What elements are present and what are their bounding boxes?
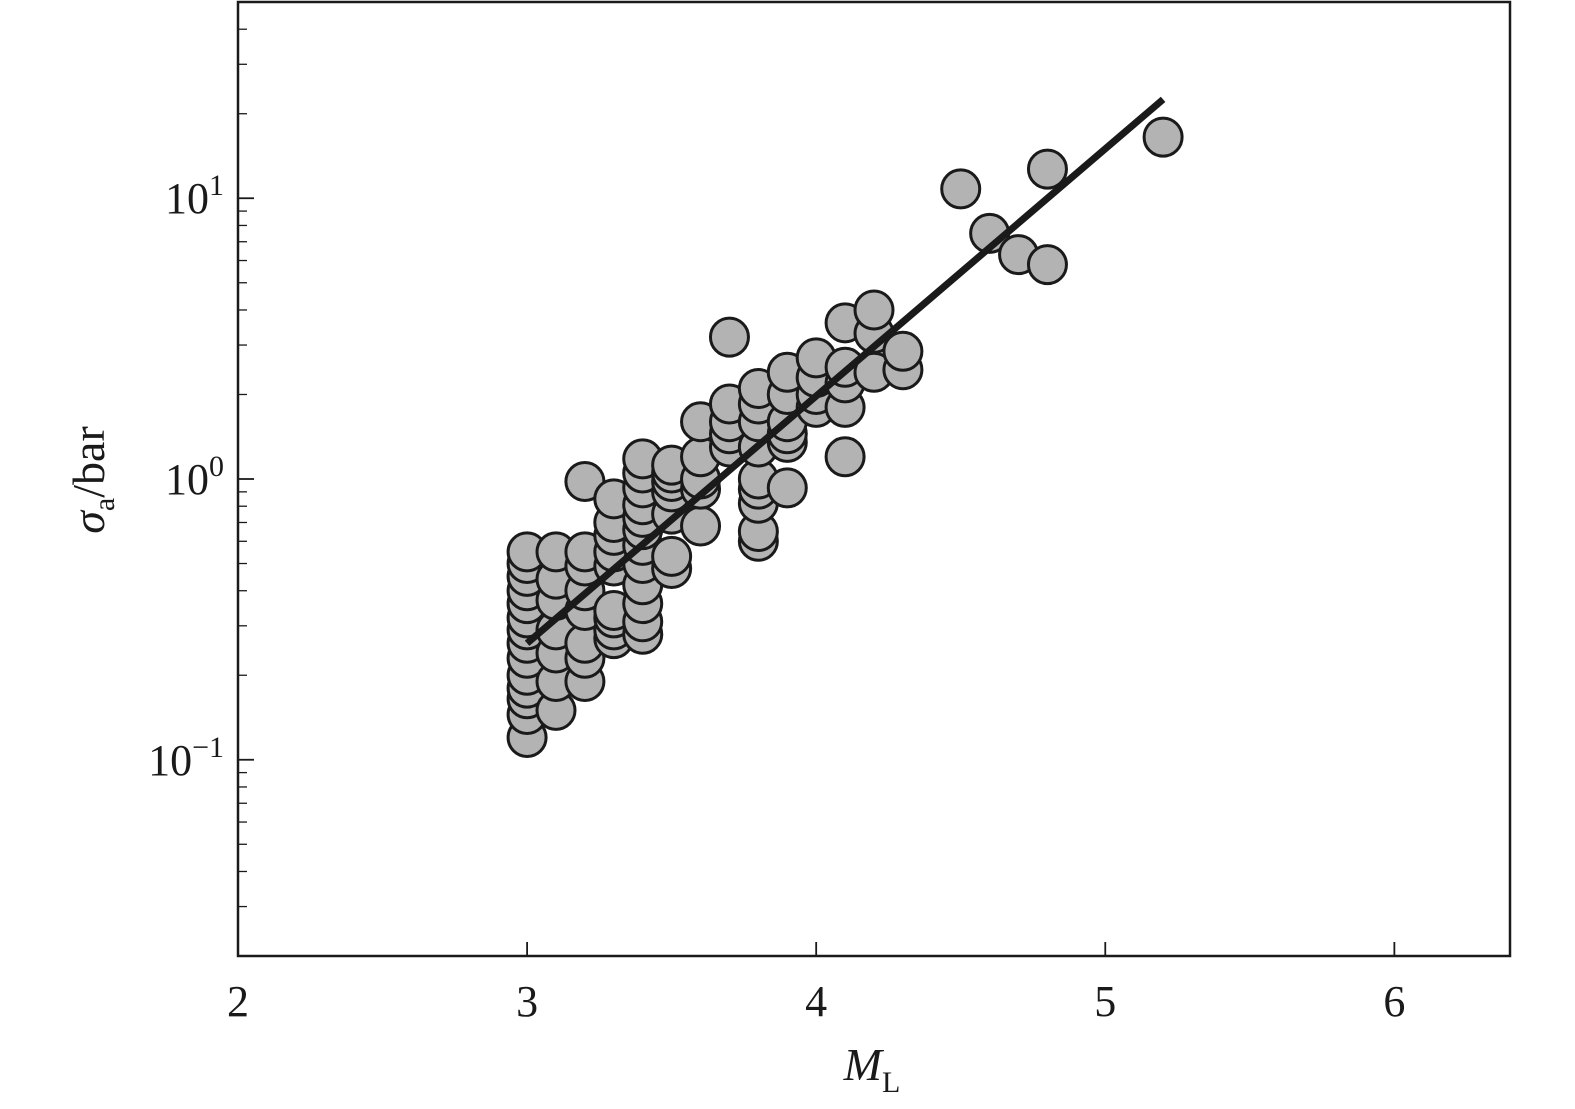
y-tick-label: 101: [165, 169, 224, 223]
data-point: [766, 467, 808, 509]
y-axis-ticks: 10−1 100 101: [148, 1, 254, 957]
data-point: [940, 168, 982, 210]
data-point: [680, 505, 722, 547]
data-point: [882, 330, 924, 372]
data-point: [1026, 148, 1068, 190]
y-tick-label: 100: [165, 450, 224, 504]
data-point: [1142, 116, 1184, 158]
x-tick-label: 2: [227, 977, 249, 1026]
x-tick-label: 3: [516, 977, 538, 1026]
plot-area-frame: [236, 0, 1512, 958]
x-tick-label: 4: [805, 977, 827, 1026]
data-point: [853, 289, 895, 331]
y-axis-unit: /bar: [63, 426, 114, 498]
y-axis-subscript: a: [88, 498, 121, 511]
data-point: [824, 436, 866, 478]
x-axis-symbol: M: [843, 1039, 885, 1090]
data-point: [1026, 244, 1068, 286]
y-axis-title: σa/bar: [63, 426, 121, 534]
x-axis-subscript: L: [882, 1066, 900, 1099]
data-point: [651, 535, 693, 577]
x-axis-title: ML: [843, 1039, 901, 1099]
x-axis-ticks: 2 3 4 5 6: [227, 942, 1405, 1026]
x-tick-label: 6: [1383, 977, 1405, 1026]
data-points: [506, 116, 1184, 759]
x-tick-label: 5: [1094, 977, 1116, 1026]
regression-line: [524, 96, 1166, 646]
y-tick-label: 10−1: [148, 731, 224, 785]
data-point: [708, 316, 750, 358]
y-axis-symbol: σ: [63, 509, 114, 534]
